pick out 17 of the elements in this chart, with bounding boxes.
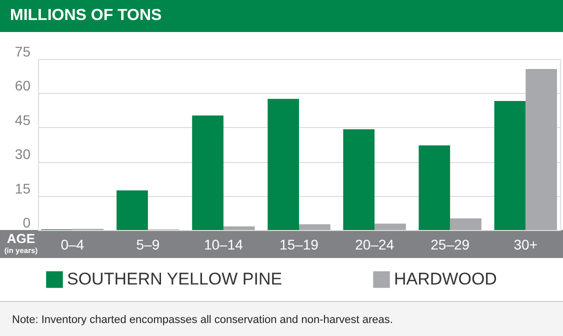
x-tick-label: 0–4 xyxy=(60,236,84,252)
x-tick-label: 15–19 xyxy=(280,236,319,252)
x-tick-label: 25–29 xyxy=(430,236,470,252)
x-tick-label: 5–9 xyxy=(136,236,160,252)
y-tick-label: 15 xyxy=(14,180,31,196)
y-tick-label: 30 xyxy=(14,146,31,162)
y-tick-label: 75 xyxy=(14,44,31,60)
x-tick-label: 20–24 xyxy=(355,236,394,252)
legend-label: SOUTHERN YELLOW PINE xyxy=(67,270,282,289)
y-tick-label: 45 xyxy=(14,112,31,128)
x-tick-label: 10–14 xyxy=(204,236,244,252)
y-tick-label: 0 xyxy=(22,214,31,230)
legend-label: HARDWOOD xyxy=(394,270,497,289)
x-tick-label: 30+ xyxy=(514,236,538,252)
chart-title: MILLIONS OF TONS xyxy=(0,0,563,32)
text: Note: Inventory charted encompasses all conservation and non-harvest areas. xyxy=(0,301,563,336)
y-tick-label: 60 xyxy=(14,78,31,94)
